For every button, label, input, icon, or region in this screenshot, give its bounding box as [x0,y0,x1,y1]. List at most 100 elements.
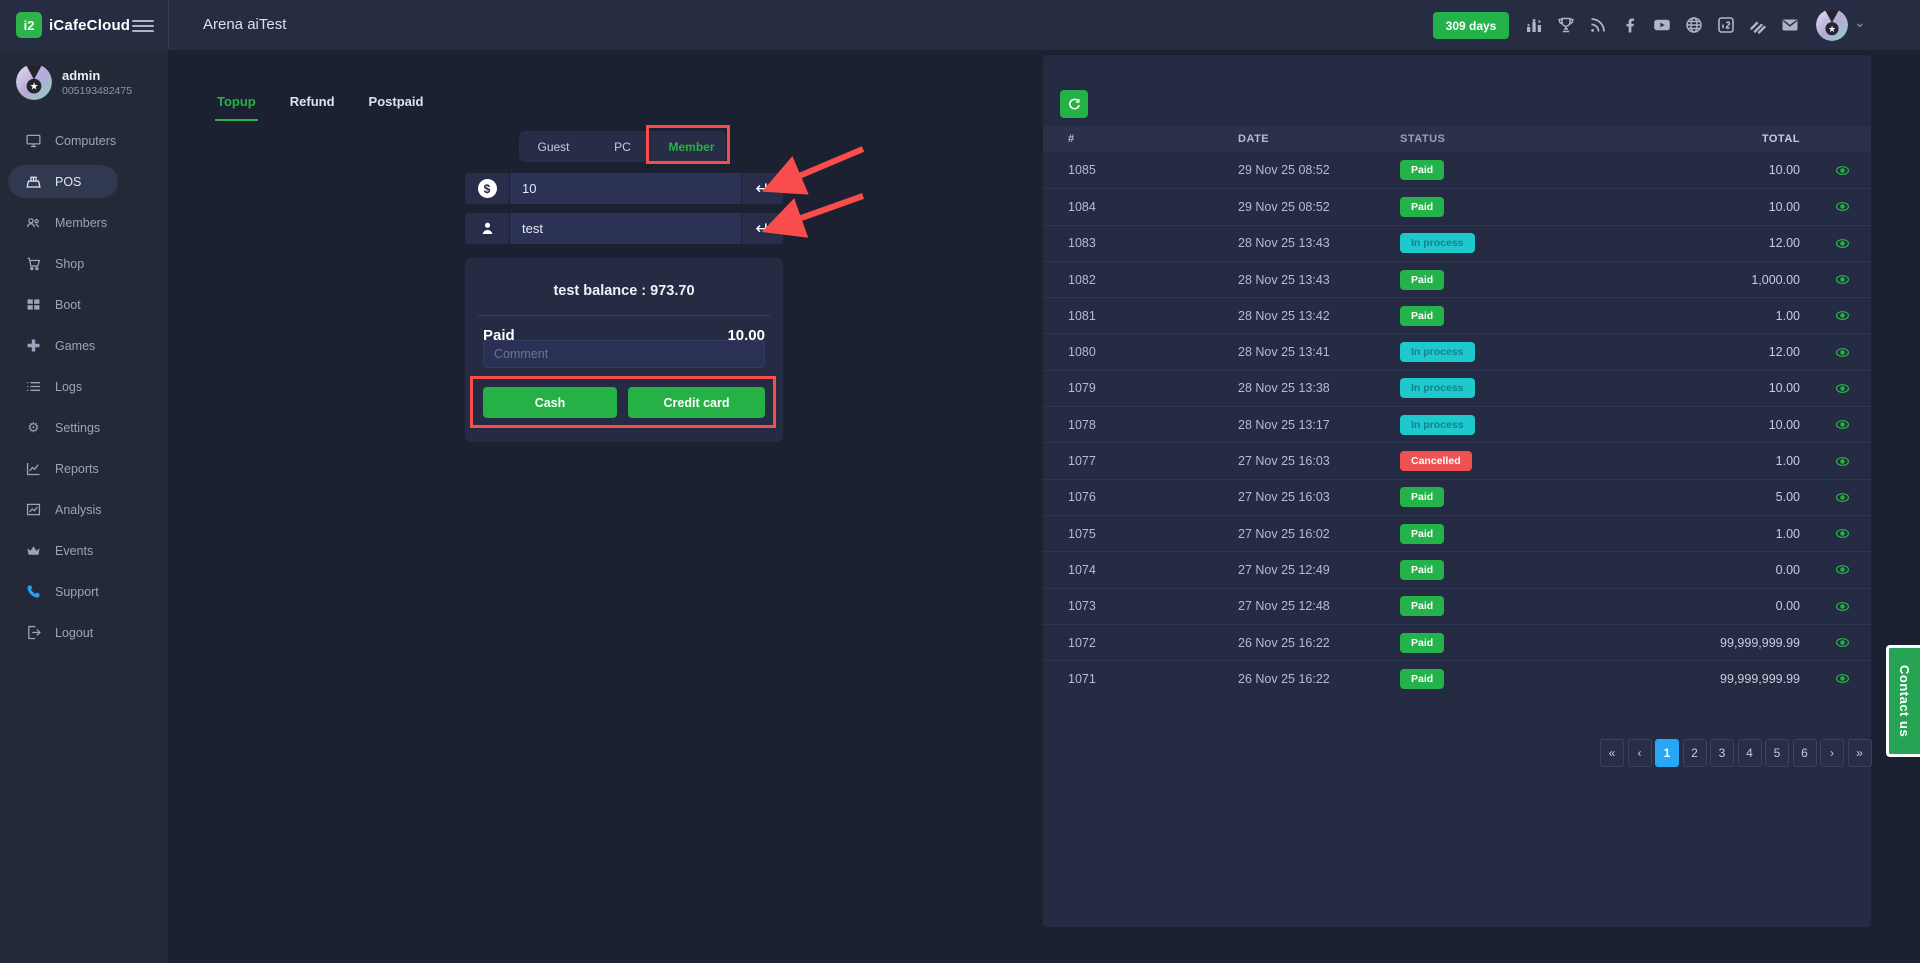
amount-input[interactable] [510,173,741,204]
view-transaction-button[interactable] [1813,271,1871,288]
youtube-icon[interactable] [1652,15,1672,35]
view-transaction-button[interactable] [1813,380,1871,397]
paid-label: Paid [483,327,515,344]
menu-toggle-icon[interactable] [132,17,154,35]
pagination-page-4[interactable]: 4 [1737,739,1762,767]
sidebar-item-reports[interactable]: Reports [0,448,168,489]
segment-pc[interactable]: PC [614,139,631,154]
member-enter-button[interactable]: ↵ [741,213,783,244]
comment-input[interactable] [483,340,765,368]
view-transaction-button[interactable] [1813,525,1871,542]
status-badge: Paid [1400,596,1445,617]
pagination-page-2[interactable]: 2 [1682,739,1707,767]
pagination-prev[interactable]: ‹ [1627,739,1652,767]
view-transaction-button[interactable] [1813,489,1871,506]
transaction-status: In process [1400,233,1630,254]
sidebar-item-events[interactable]: Events [0,530,168,571]
pagination-last[interactable]: » [1847,739,1872,767]
credit-card-button[interactable]: Credit card [628,387,765,418]
transaction-status: Paid [1400,160,1630,181]
view-transaction-button[interactable] [1813,634,1871,651]
user-avatar[interactable] [1816,9,1848,41]
segment-guest[interactable]: Guest [537,139,570,154]
pagination-page-3[interactable]: 3 [1710,739,1734,767]
sidebar-item-logout[interactable]: Logout [0,612,168,653]
pagination-page-5[interactable]: 5 [1765,739,1789,767]
transaction-total: 99,999,999.99 [1720,671,1800,686]
transaction-total: 10.00 [1768,381,1800,396]
mail-icon[interactable] [1780,15,1800,35]
sidebar-item-support[interactable]: Support [0,571,168,612]
globe-icon[interactable] [1684,15,1704,35]
segment-member[interactable]: Member [668,139,715,154]
member-balance: test balance : 973.70 [553,283,695,299]
transaction-status: In process [1400,414,1630,435]
facebook-icon[interactable] [1620,15,1640,35]
transaction-row: 1078 28 Nov 25 13:17 In process 10.00 [1043,406,1871,442]
transaction-id: 1082 [1068,272,1096,287]
mail-icon [1780,15,1800,35]
chevron-down-icon[interactable]: ⌄ [1854,14,1866,30]
license-days-badge[interactable]: 309 days [1433,12,1509,39]
view-transaction-button[interactable] [1813,307,1871,324]
view-transaction-button[interactable] [1813,198,1871,215]
view-transaction-button[interactable] [1813,453,1871,470]
ranking-icon[interactable] [1524,15,1544,35]
sidebar-item-settings[interactable]: Settings [0,407,168,448]
pagination-page-1[interactable]: 1 [1655,739,1679,767]
stack-icon [1748,15,1768,35]
refresh-button[interactable] [1060,90,1088,118]
transaction-total: 12.00 [1768,345,1800,360]
sidebar-item-logs[interactable]: Logs [0,366,168,407]
tab-refund[interactable]: Refund [289,94,335,109]
transaction-status: In process [1400,342,1630,363]
view-transaction-button[interactable] [1813,235,1871,252]
trophy-icon[interactable] [1556,15,1576,35]
tab-topup[interactable]: Topup [215,88,258,121]
pagination-next[interactable]: › [1820,739,1844,767]
view-transaction-button[interactable] [1813,416,1871,433]
transaction-id: 1077 [1068,454,1096,469]
member-input-row: ↵ [465,213,783,244]
view-transaction-button[interactable] [1813,344,1871,361]
transaction-row: 1072 26 Nov 25 16:22 Paid 99,999,999.99 [1043,623,1871,660]
cash-button[interactable]: Cash [483,387,617,418]
avatar [16,64,52,100]
view-transaction-button[interactable] [1813,561,1871,578]
rss-icon[interactable] [1588,15,1608,35]
amount-enter-button[interactable]: ↵ [741,173,783,204]
column-header-date: DATE [1238,133,1270,145]
tab-postpaid[interactable]: Postpaid [368,94,424,109]
sidebar-item-members[interactable]: Members [0,202,168,243]
pagination-first[interactable]: « [1600,739,1624,767]
view-transaction-button[interactable] [1813,598,1871,615]
monitor-icon [25,132,42,149]
pagination-page-6[interactable]: 6 [1792,739,1817,767]
transaction-id: 1081 [1068,308,1096,323]
currency-icon: $ [465,173,510,204]
eye-icon [1834,453,1851,470]
transaction-id: 1079 [1068,381,1096,396]
i2logo-icon[interactable] [1716,15,1736,35]
sidebar-item-boot[interactable]: Boot [0,284,168,325]
trophy-icon [1556,15,1576,35]
sidebar-item-computers[interactable]: Computers [0,120,168,161]
sidebar-item-pos[interactable]: POS [0,161,168,202]
paid-row: Paid 10.00 [483,327,765,344]
transaction-date: 27 Nov 25 16:03 [1238,490,1330,505]
transaction-total: 0.00 [1775,562,1800,577]
stack-icon[interactable] [1748,15,1768,35]
sidebar-item-games[interactable]: Games [0,325,168,366]
view-transaction-button[interactable] [1813,162,1871,179]
transaction-id: 1071 [1068,671,1096,686]
status-badge: Paid [1400,523,1445,544]
sidebar-item-shop[interactable]: Shop [0,243,168,284]
view-transaction-button[interactable] [1813,670,1871,687]
sidebar-item-analysis[interactable]: Analysis [0,489,168,530]
transaction-status: Paid [1400,523,1630,544]
transaction-date: 28 Nov 25 13:41 [1238,345,1330,360]
contact-us-button[interactable]: Contact us [1886,645,1920,757]
facebook-icon [1620,15,1640,35]
member-search-input[interactable] [510,213,741,244]
refresh-icon [1067,97,1082,112]
